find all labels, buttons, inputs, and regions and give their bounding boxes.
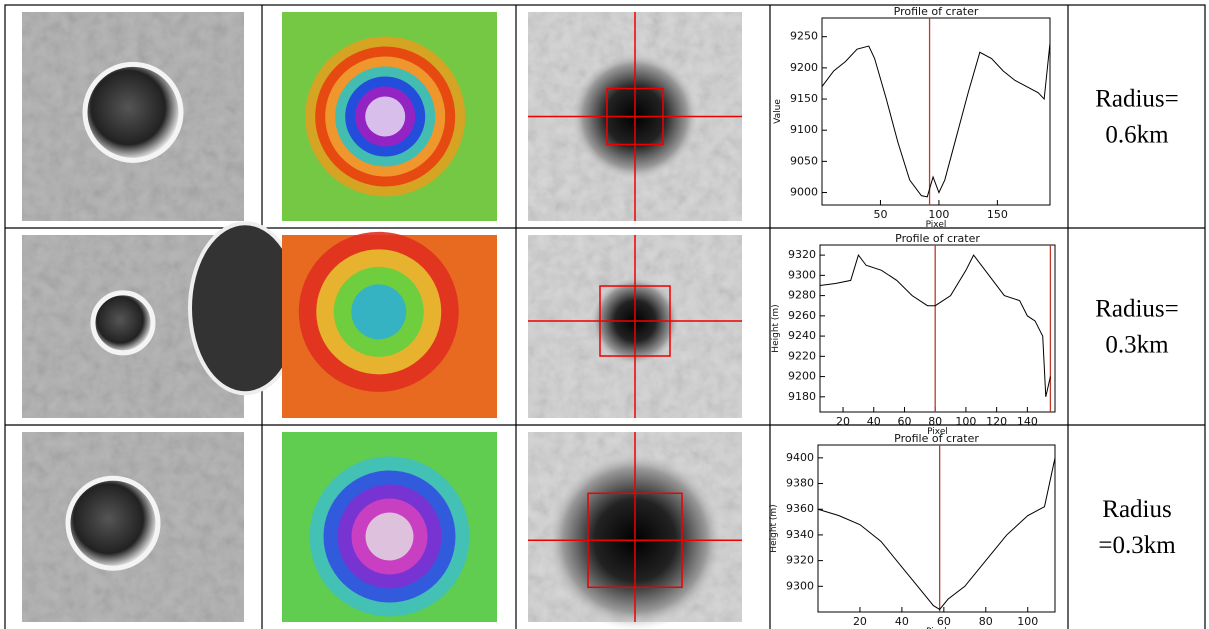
plot-frame bbox=[822, 18, 1050, 205]
gray-dem bbox=[528, 432, 742, 629]
y-tick-label: 9320 bbox=[786, 554, 814, 567]
dem-ring bbox=[365, 97, 405, 137]
chart-title: Profile of crater bbox=[894, 5, 979, 18]
x-tick-label: 100 bbox=[955, 415, 976, 428]
y-tick-label: 9250 bbox=[790, 30, 818, 43]
y-tick-label: 9240 bbox=[788, 329, 816, 342]
crater-rim bbox=[93, 293, 153, 353]
radius-text: Radius= bbox=[1095, 86, 1179, 113]
gray-dem bbox=[528, 12, 742, 221]
plot-frame bbox=[818, 445, 1055, 612]
y-tick-label: 9200 bbox=[790, 61, 818, 74]
dem-ring bbox=[351, 284, 406, 339]
table-row: Profile of crater Pixel Value 9000 9050 9100 9… bbox=[22, 5, 1179, 230]
x-tick-label: 60 bbox=[937, 615, 951, 628]
x-axis-label: Pixel bbox=[926, 220, 947, 230]
gray-dem bbox=[528, 235, 742, 418]
y-tick-label: 9360 bbox=[786, 502, 814, 515]
x-tick-label: 150 bbox=[987, 208, 1008, 221]
radius-text: 0.3km bbox=[1105, 332, 1169, 359]
table-row: Profile of crater Pixel Height (m) 9180 9200… bbox=[22, 223, 1179, 437]
color-dem bbox=[282, 12, 497, 221]
x-tick-label: 60 bbox=[897, 415, 911, 428]
y-tick-label: 9180 bbox=[788, 390, 816, 403]
y-tick-label: 9260 bbox=[788, 309, 816, 322]
x-tick-label: 20 bbox=[836, 415, 850, 428]
radius-text: Radius bbox=[1102, 496, 1171, 523]
x-tick-label: 40 bbox=[867, 415, 881, 428]
crater-image bbox=[22, 432, 244, 622]
chart-title: Profile of crater bbox=[895, 232, 980, 245]
radius-text: Radius= bbox=[1095, 296, 1179, 323]
y-tick-label: 9340 bbox=[786, 528, 814, 541]
y-tick-label: 9400 bbox=[786, 451, 814, 464]
radius-text: =0.3km bbox=[1098, 532, 1176, 559]
x-tick-label: 140 bbox=[1017, 415, 1038, 428]
crater-rim bbox=[68, 478, 158, 568]
x-tick-label: 80 bbox=[979, 615, 993, 628]
y-tick-label: 9200 bbox=[788, 370, 816, 383]
x-tick-label: 80 bbox=[928, 415, 942, 428]
crater-image bbox=[22, 223, 300, 418]
dem-ring bbox=[366, 513, 414, 561]
crater-image bbox=[22, 12, 244, 221]
y-axis-label: Value bbox=[773, 99, 783, 124]
x-tick-label: 120 bbox=[986, 415, 1007, 428]
profile-chart: Profile of crater Pixel Value 9000 9050 9100 9… bbox=[773, 5, 1050, 230]
x-tick-label: 20 bbox=[853, 615, 867, 628]
y-tick-label: 9380 bbox=[786, 477, 814, 490]
y-tick-label: 9220 bbox=[788, 349, 816, 362]
x-tick-label: 40 bbox=[895, 615, 909, 628]
y-tick-label: 9300 bbox=[786, 579, 814, 592]
chart-title: Profile of crater bbox=[894, 432, 979, 445]
figure-table: Profile of crater Pixel Value 9000 9050 9100 9… bbox=[0, 0, 1209, 629]
y-axis-label: Height (m) bbox=[769, 504, 779, 552]
y-tick-label: 9100 bbox=[790, 123, 818, 136]
color-dem bbox=[282, 432, 497, 622]
x-tick-label: 50 bbox=[873, 208, 887, 221]
color-dem bbox=[282, 232, 497, 418]
radius-text: 0.6km bbox=[1105, 122, 1169, 149]
crater-rim bbox=[85, 64, 181, 160]
y-axis-label: Height (m) bbox=[771, 304, 781, 352]
y-tick-label: 9300 bbox=[788, 268, 816, 281]
y-tick-label: 9320 bbox=[788, 248, 816, 261]
y-tick-label: 9050 bbox=[790, 154, 818, 167]
y-tick-label: 9150 bbox=[790, 92, 818, 105]
y-tick-label: 9280 bbox=[788, 289, 816, 302]
x-tick-label: 100 bbox=[1017, 615, 1038, 628]
plot-frame bbox=[820, 245, 1055, 412]
y-tick-label: 9000 bbox=[790, 186, 818, 199]
x-tick-label: 100 bbox=[928, 208, 949, 221]
